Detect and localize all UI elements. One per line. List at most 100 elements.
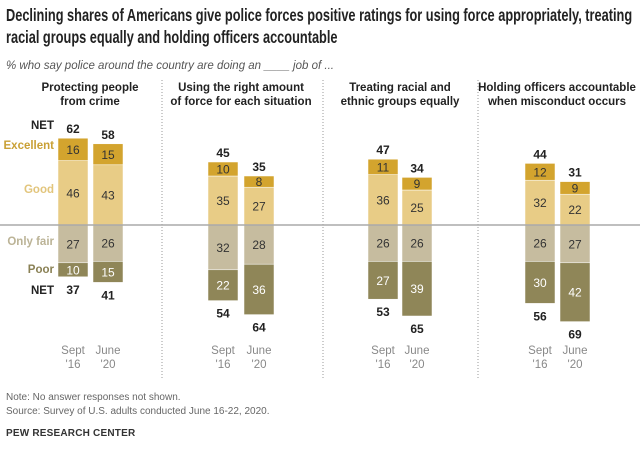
bar-good — [524, 179, 556, 226]
x-tick-label: Sept — [211, 345, 235, 357]
bar-good — [367, 174, 399, 226]
data-label-only_fair: 26 — [410, 237, 424, 251]
data-label-poor: 22 — [216, 279, 230, 293]
bar-excellent — [92, 143, 124, 166]
net-negative-label: 54 — [216, 307, 230, 321]
chart-title: Declining shares of Americans give polic… — [6, 5, 633, 47]
x-tick-label: Sept — [61, 345, 85, 357]
data-label-good: 36 — [376, 193, 390, 207]
pew-logo-text: PEW RESEARCH CENTER — [6, 428, 136, 439]
net-negative-label: 41 — [101, 288, 115, 302]
bar-poor — [524, 261, 556, 304]
x-tick-label: June — [247, 345, 272, 357]
panel-title: Protecting people — [41, 82, 138, 94]
data-label-only_fair: 32 — [216, 241, 230, 255]
data-label-poor: 27 — [376, 274, 390, 288]
net-positive-label: 47 — [376, 143, 390, 157]
bar-poor — [559, 262, 591, 322]
bar-good — [57, 160, 89, 226]
data-label-excellent: 10 — [216, 163, 230, 177]
bar-excellent — [243, 175, 275, 188]
panel-title: ethnic groups equally — [341, 96, 460, 108]
data-label-only_fair: 26 — [101, 237, 115, 251]
bar-excellent — [367, 158, 399, 175]
legend-label: Excellent — [4, 140, 55, 152]
net-negative-label: 37 — [66, 283, 80, 297]
data-label-poor: 36 — [252, 283, 266, 297]
data-label-good: 25 — [410, 201, 424, 215]
data-label-only_fair: 26 — [376, 237, 390, 251]
data-label-good: 27 — [252, 200, 266, 214]
source: Source: Survey of U.S. adults conducted … — [6, 406, 270, 417]
data-label-excellent: 12 — [533, 165, 547, 179]
bar-good — [207, 175, 239, 226]
net-negative-label: 64 — [252, 321, 266, 335]
x-tick-label: Sept — [371, 345, 395, 357]
x-tick-label: '16 — [376, 359, 391, 371]
net-positive-label: 45 — [216, 146, 230, 160]
bar-excellent — [524, 163, 556, 181]
data-label-excellent: 15 — [101, 148, 115, 162]
bar-poor — [57, 262, 89, 278]
legend-label: NET — [31, 285, 54, 297]
bar-excellent — [559, 181, 591, 195]
panel-title: Treating racial and — [349, 82, 451, 94]
bar-poor — [401, 261, 433, 317]
data-label-poor: 30 — [533, 276, 547, 290]
x-tick-label: '20 — [101, 359, 116, 371]
bar-poor — [92, 261, 124, 283]
net-negative-label: 65 — [410, 322, 424, 336]
bar-only_fair — [367, 224, 399, 262]
data-label-good: 43 — [101, 188, 115, 202]
panel-title: Holding officers accountable — [478, 82, 636, 94]
data-label-poor: 10 — [66, 263, 80, 277]
bar-excellent — [57, 137, 89, 161]
data-label-good: 35 — [216, 194, 230, 208]
data-label-good: 32 — [533, 196, 547, 210]
bar-excellent — [401, 177, 433, 191]
net-positive-label: 44 — [533, 147, 547, 161]
chart-subtitle: % who say police around the country are … — [6, 60, 334, 72]
net-negative-label: 56 — [533, 309, 547, 323]
data-label-excellent: 9 — [414, 177, 421, 191]
panel-title: from crime — [60, 96, 119, 108]
x-tick-label: Sept — [528, 345, 552, 357]
bar-excellent — [207, 161, 239, 177]
bar-only_fair — [92, 224, 124, 262]
bar-good — [401, 189, 433, 226]
x-tick-label: '16 — [66, 359, 81, 371]
bar-good — [243, 186, 275, 226]
net-positive-label: 35 — [252, 160, 266, 174]
bar-only_fair — [559, 224, 591, 264]
x-tick-label: June — [405, 345, 430, 357]
x-tick-label: '20 — [410, 359, 425, 371]
data-label-only_fair: 26 — [533, 237, 547, 251]
x-tick-label: June — [96, 345, 121, 357]
data-label-only_fair: 27 — [568, 237, 582, 251]
legend-label: Only fair — [7, 236, 54, 248]
data-label-excellent: 8 — [256, 175, 263, 189]
panel-title: when misconduct occurs — [487, 96, 626, 108]
x-tick-label: June — [563, 345, 588, 357]
bar-good — [559, 193, 591, 226]
x-tick-label: '20 — [568, 359, 583, 371]
bar-good — [92, 164, 124, 226]
net-positive-label: 62 — [66, 122, 80, 136]
x-tick-label: '16 — [533, 359, 548, 371]
bar-poor — [367, 261, 399, 300]
data-label-excellent: 11 — [377, 160, 390, 174]
legend-label: Poor — [28, 264, 55, 276]
net-positive-label: 58 — [101, 128, 115, 142]
x-tick-label: '20 — [252, 359, 267, 371]
legend-label: NET — [31, 120, 54, 132]
bar-only_fair — [524, 224, 556, 262]
data-label-poor: 15 — [101, 265, 115, 279]
bar-only_fair — [401, 224, 433, 262]
data-label-excellent: 9 — [572, 181, 579, 195]
net-positive-label: 34 — [410, 161, 424, 175]
net-negative-label: 53 — [376, 305, 390, 319]
x-tick-label: '16 — [216, 359, 231, 371]
panel-title: of force for each situation — [170, 96, 311, 108]
